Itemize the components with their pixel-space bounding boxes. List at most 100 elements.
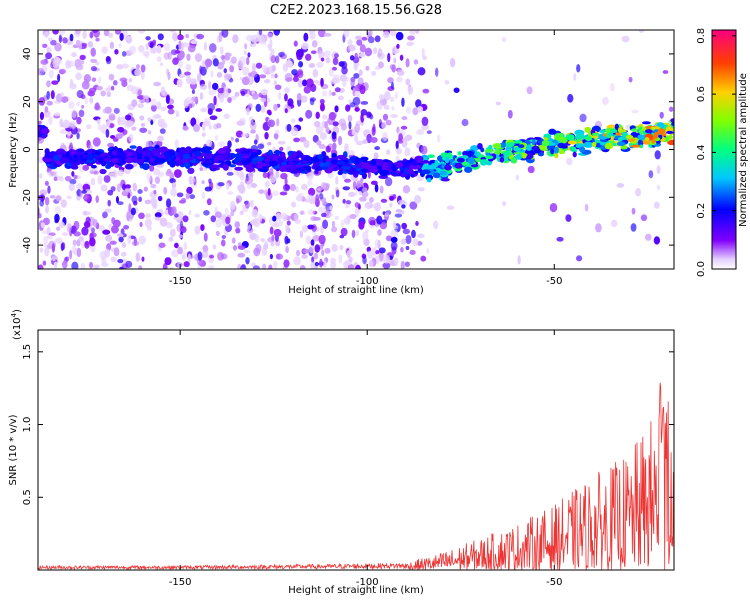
spectral-point [377, 52, 385, 60]
spectral-point [407, 35, 415, 41]
spectral-point [203, 232, 208, 242]
spectral-point [339, 244, 344, 251]
spectral-point [344, 143, 349, 153]
spectral-point [178, 234, 184, 239]
spectral-point [51, 255, 56, 262]
spectral-point [276, 118, 280, 127]
spectral-point [260, 88, 268, 96]
spectral-point [124, 163, 134, 170]
snr-series-line [38, 382, 674, 570]
spectral-point [361, 231, 369, 241]
spectral-point [436, 134, 441, 143]
spectral-point [382, 113, 389, 121]
spectral-point [434, 159, 439, 167]
spectral-point [300, 95, 308, 103]
spectral-point [86, 159, 95, 163]
spectral-point [359, 44, 366, 53]
spectral-point [325, 145, 331, 153]
spectral-point [330, 261, 337, 269]
spectral-point [111, 217, 116, 225]
spectral-point [165, 221, 173, 229]
spectral-point [290, 118, 296, 124]
spectral-point [48, 116, 53, 125]
spectral-point [281, 213, 288, 222]
spectral-point [81, 226, 89, 236]
spectral-point [653, 236, 661, 245]
spectral-point [303, 86, 311, 94]
spectral-point [138, 196, 142, 203]
spectral-point [374, 238, 380, 248]
spectral-point [292, 76, 299, 82]
spectral-point [142, 50, 150, 57]
spectral-point [361, 36, 368, 41]
spectral-point [197, 155, 203, 160]
spectral-point [42, 260, 47, 266]
spectral-point [200, 107, 208, 113]
spectral-point [280, 172, 288, 180]
spectral-point [565, 134, 575, 141]
spectral-point [318, 206, 327, 214]
spectral-point [80, 94, 86, 100]
spectral-point [315, 111, 320, 119]
spectral-point [264, 189, 268, 196]
spectral-point [61, 157, 71, 163]
spectral-point [320, 77, 324, 87]
spectral-point [360, 177, 364, 183]
spectral-point [82, 30, 87, 39]
spectral-point [245, 257, 250, 265]
spectral-point [432, 172, 441, 179]
spectral-point [104, 208, 112, 213]
spectral-point [66, 130, 71, 140]
spectral-point [332, 74, 341, 79]
spectral-point [591, 142, 597, 147]
spectral-point [225, 182, 230, 190]
spectral-point [229, 164, 237, 168]
spectral-point [128, 78, 132, 83]
spectral-point [297, 70, 304, 79]
spectral-point [317, 30, 326, 38]
spectral-point [417, 67, 426, 76]
spectral-point [218, 141, 225, 148]
spectral-point [368, 30, 373, 35]
spectral-point [360, 109, 368, 116]
spectral-point [60, 142, 65, 148]
spectral-point [302, 79, 308, 87]
spectral-point [199, 167, 204, 171]
spectral-point [166, 104, 174, 110]
spectral-point [90, 58, 98, 63]
spectral-point [558, 149, 565, 155]
spectral-point [102, 229, 111, 235]
spectral-point [295, 166, 306, 172]
spectral-point [464, 166, 473, 173]
spectral-point [114, 49, 119, 55]
spectral-point [409, 201, 418, 210]
spectral-point [272, 261, 278, 269]
spectral-point [294, 219, 301, 224]
spectral-point [292, 151, 298, 158]
spectral-point [113, 107, 120, 114]
spectral-point [345, 200, 352, 205]
spectral-point [196, 72, 202, 83]
spectral-point [46, 46, 52, 54]
spectral-point [358, 53, 366, 58]
spectral-point [616, 141, 626, 147]
spectral-point [108, 32, 114, 38]
spectral-point [230, 210, 235, 217]
spectral-point [531, 139, 536, 146]
spectral-point [150, 183, 157, 189]
spectral-point [401, 204, 406, 209]
spectral-point [121, 242, 127, 249]
spectral-point [104, 87, 112, 92]
spectral-point [579, 146, 586, 153]
spectral-point [210, 215, 217, 223]
spectral-point [591, 132, 600, 136]
spectral-point [215, 219, 222, 228]
spectral-point [82, 210, 88, 216]
spectral-point [188, 103, 193, 109]
spectral-point [73, 231, 81, 237]
spectral-point [527, 165, 535, 174]
spectral-point [237, 245, 246, 250]
spectral-point [309, 244, 314, 254]
spectral-point [50, 39, 57, 46]
spectral-point [157, 33, 164, 41]
